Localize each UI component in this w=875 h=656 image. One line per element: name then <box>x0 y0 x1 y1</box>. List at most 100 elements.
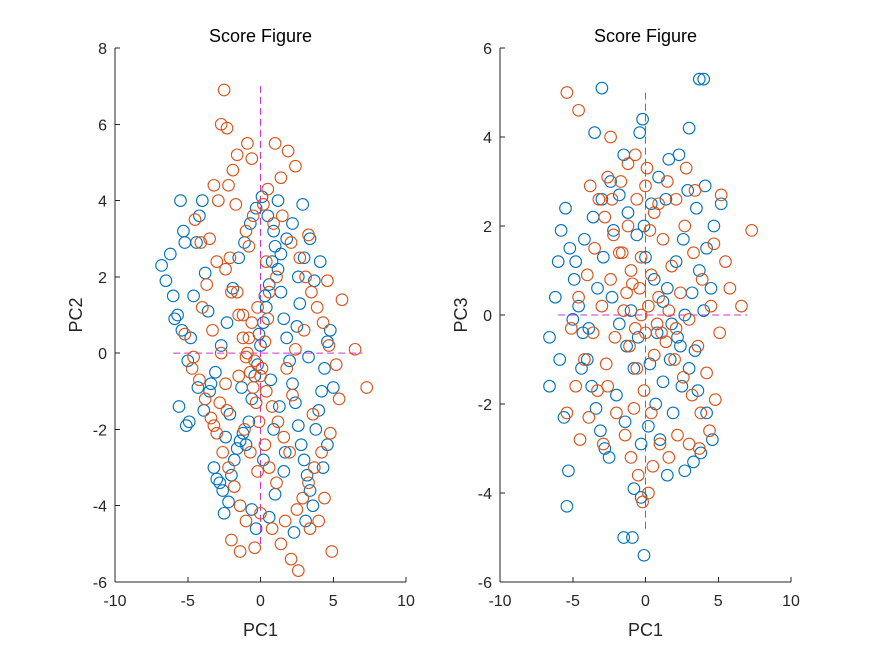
data-point <box>668 353 681 366</box>
chart-title: Score Figure <box>209 26 312 46</box>
y-tick-label: -2 <box>93 422 107 439</box>
data-point <box>325 545 339 558</box>
data-point <box>659 192 673 206</box>
data-point <box>257 198 270 211</box>
data-point <box>692 442 706 455</box>
data-point <box>644 268 658 282</box>
data-point <box>299 514 312 528</box>
y-tick-label: -2 <box>478 397 492 414</box>
data-point <box>216 484 230 497</box>
data-point <box>660 468 674 482</box>
data-point <box>591 281 604 295</box>
data-point <box>563 241 577 255</box>
data-point <box>233 545 247 558</box>
data-point <box>213 396 227 410</box>
data-point <box>214 346 228 360</box>
data-point <box>175 323 189 337</box>
data-point <box>678 308 692 322</box>
data-point <box>230 148 244 162</box>
data-point <box>640 161 654 175</box>
data-point <box>242 415 256 429</box>
data-point <box>676 232 690 246</box>
data-point <box>296 491 310 505</box>
data-point <box>302 350 315 364</box>
data-point <box>627 362 641 375</box>
y-tick-label: 0 <box>483 308 492 325</box>
data-point <box>193 373 206 387</box>
data-point <box>639 179 652 193</box>
data-point <box>560 86 574 99</box>
data-point <box>580 268 594 282</box>
data-point <box>259 384 273 398</box>
data-point <box>624 451 638 464</box>
data-point <box>204 377 218 391</box>
data-point <box>194 236 208 249</box>
data-point <box>284 552 298 566</box>
data-point <box>255 362 269 375</box>
data-point <box>601 170 615 184</box>
data-point <box>633 126 647 139</box>
data-point <box>300 468 314 482</box>
data-point <box>700 241 713 255</box>
data-point <box>302 476 315 490</box>
data-point <box>586 326 600 340</box>
data-point <box>643 224 657 237</box>
data-point <box>652 197 665 211</box>
data-point <box>335 293 349 307</box>
data-point <box>297 251 311 265</box>
data-point <box>682 313 696 326</box>
data-point <box>318 362 331 375</box>
data-point <box>294 438 308 452</box>
data-point <box>631 330 645 344</box>
data-point <box>594 424 607 438</box>
data-point <box>669 192 683 206</box>
data-point <box>299 270 312 284</box>
data-point <box>267 224 280 238</box>
data-point <box>307 461 321 474</box>
data-point <box>249 396 263 410</box>
axes: -10 -5 0 5 10 -6 -4 -2 0 2 4 6 <box>478 41 800 610</box>
data-point <box>159 274 173 288</box>
data-point <box>283 354 296 368</box>
data-point <box>646 459 660 473</box>
data-point <box>293 297 307 310</box>
data-point <box>322 339 336 352</box>
data-point <box>230 285 244 299</box>
data-point <box>642 419 655 433</box>
data-point <box>602 451 616 464</box>
data-point <box>618 428 632 442</box>
data-point <box>172 400 186 413</box>
data-point <box>543 330 556 344</box>
data-point <box>278 445 292 459</box>
data-point <box>707 219 721 233</box>
data-point <box>232 369 246 383</box>
data-point <box>671 428 684 442</box>
data-point <box>627 482 641 495</box>
data-point <box>596 437 610 451</box>
y-tick-label: 6 <box>483 41 492 58</box>
data-point <box>548 290 562 304</box>
data-point <box>258 289 272 303</box>
data-point <box>306 499 320 513</box>
data-point <box>642 486 655 500</box>
x-tick-label: 5 <box>329 593 338 610</box>
data-point <box>246 381 260 394</box>
data-point <box>309 423 323 436</box>
data-point <box>714 188 728 202</box>
data-point <box>636 495 649 509</box>
data-point <box>297 453 311 467</box>
x-tick-label: -10 <box>103 593 126 610</box>
data-point <box>719 255 732 268</box>
data-point <box>360 381 374 394</box>
data-point <box>564 322 578 335</box>
data-point <box>569 379 583 393</box>
data-point <box>249 201 263 215</box>
data-point <box>596 250 610 264</box>
data-point <box>578 353 591 366</box>
data-point <box>291 419 305 432</box>
x-tick-label: -5 <box>566 593 580 610</box>
data-point <box>595 192 609 206</box>
data-point <box>187 289 200 303</box>
data-point <box>551 255 565 268</box>
data-point <box>553 353 567 366</box>
